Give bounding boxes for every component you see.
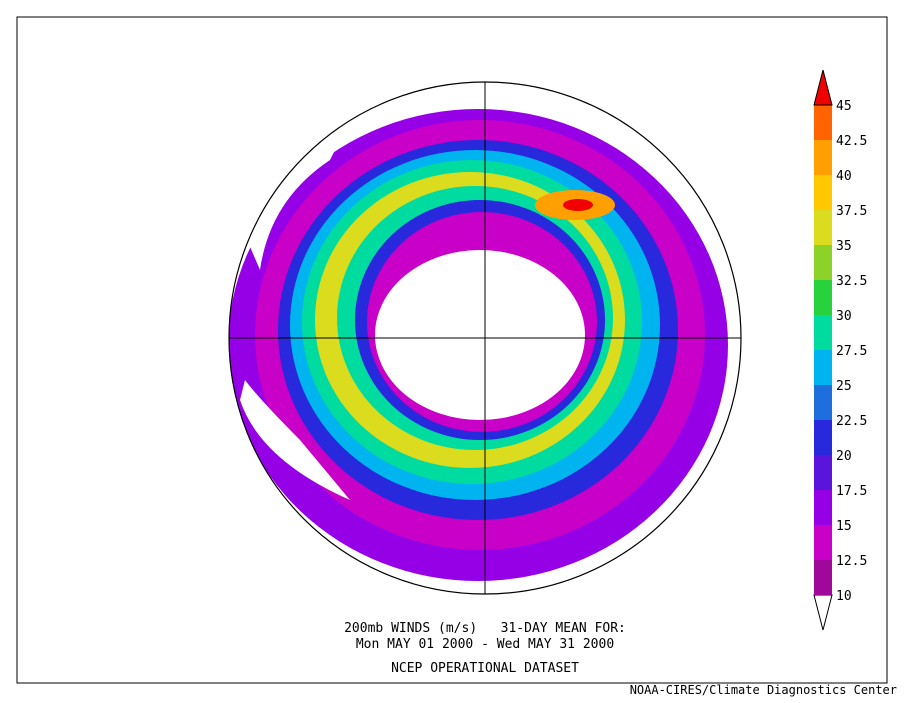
colorbar-segment xyxy=(814,140,832,175)
colorbar-segment xyxy=(814,420,832,455)
colorbar-segment xyxy=(814,490,832,525)
colorbar-label: 32.5 xyxy=(836,274,867,289)
colorbar-label: 20 xyxy=(836,449,852,464)
credit: NOAA-CIRES/Climate Diagnostics Center xyxy=(630,683,897,697)
colorbar-label: 30 xyxy=(836,309,852,324)
colorbar-segment xyxy=(814,350,832,385)
colorbar-label: 17.5 xyxy=(836,484,867,499)
colorbar-segment xyxy=(814,105,832,140)
colorbar-label: 35 xyxy=(836,239,852,254)
colorbar-label: 27.5 xyxy=(836,344,867,359)
caption-line: 200mb WINDS (m/s) 31-DAY MEAN FOR: xyxy=(344,621,626,636)
colorbar-label: 42.5 xyxy=(836,134,867,149)
colorbar-segment xyxy=(814,560,832,595)
colorbar: 10 12.5 15 17.5 20 22.5 25 27.5 30 32.5 35 37.5 40 42… xyxy=(813,69,867,631)
colorbar-label: 12.5 xyxy=(836,554,867,569)
colorbar-segment xyxy=(814,525,832,560)
colorbar-label: 45 xyxy=(836,99,852,114)
colorbar-segment xyxy=(814,280,832,315)
colorbar-segment xyxy=(814,210,832,245)
colorbar-label: 15 xyxy=(836,519,852,534)
colorbar-label: 25 xyxy=(836,379,852,394)
colorbar-label: 37.5 xyxy=(836,204,867,219)
colorbar-segment xyxy=(814,175,832,210)
colorbar-segment xyxy=(814,385,832,420)
colorbar-arrow xyxy=(813,69,833,106)
colorbar-segment xyxy=(814,455,832,490)
caption-line: Mon MAY 01 2000 - Wed MAY 31 2000 xyxy=(356,637,614,652)
caption-line: NCEP OPERATIONAL DATASET xyxy=(391,661,579,676)
colorbar-label: 22.5 xyxy=(836,414,867,429)
map xyxy=(228,81,742,595)
colorbar-segment xyxy=(814,315,832,350)
colorbar-label: 10 xyxy=(836,589,852,604)
colorbar-segment xyxy=(814,245,832,280)
colorbar-label: 40 xyxy=(836,169,852,184)
